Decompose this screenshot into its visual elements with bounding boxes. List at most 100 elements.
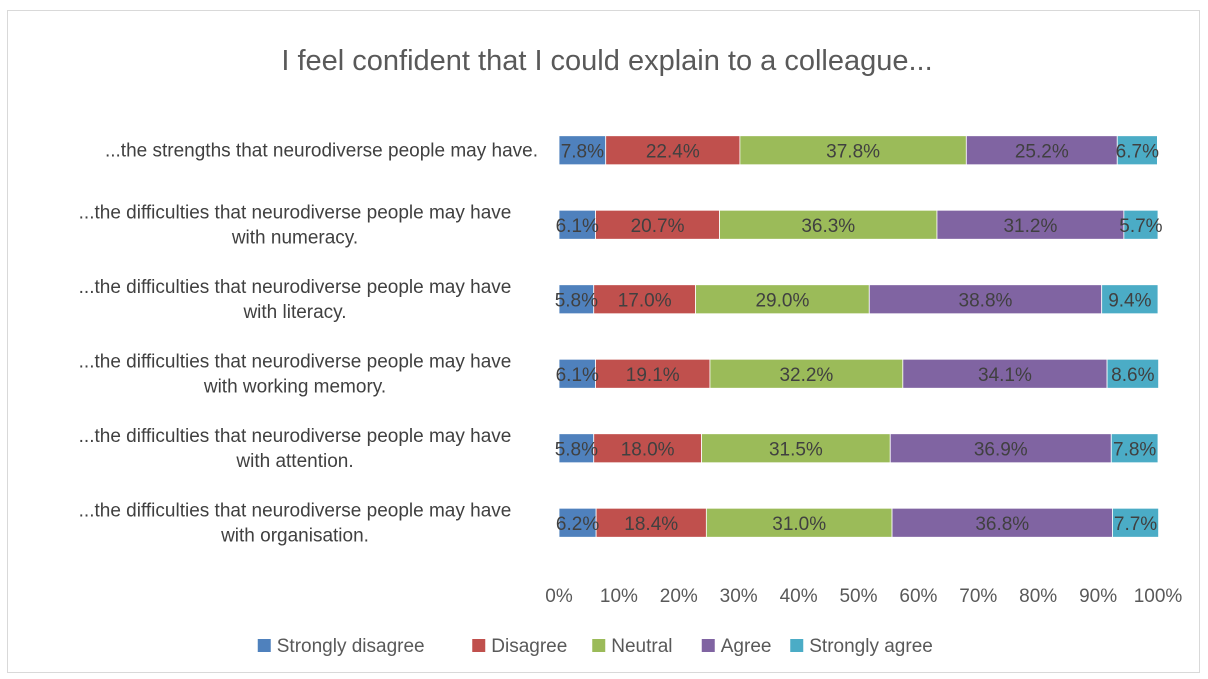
data-label: 31.0% [772, 514, 826, 535]
category-label-line: ...the difficulties that neurodiverse pe… [79, 426, 512, 447]
data-label: 7.8% [1113, 439, 1156, 460]
category-label-line: ...the strengths that neurodiverse peopl… [105, 140, 538, 161]
data-label: 31.5% [769, 439, 823, 460]
bar-segment [1123, 209, 1159, 240]
data-label: 20.7% [631, 216, 685, 237]
data-label: 7.7% [1114, 514, 1157, 535]
data-label: 34.1% [978, 365, 1032, 386]
category-label-line: ...the difficulties that neurodiverse pe… [79, 351, 512, 372]
bar-segment [902, 358, 1108, 389]
data-label: 5.7% [1119, 216, 1162, 237]
category-label: ...the difficulties that neurodiverse pe… [79, 500, 512, 546]
x-tick-label: 90% [1079, 586, 1117, 607]
x-tick-label: 50% [839, 586, 877, 607]
x-tick-label: 30% [720, 586, 758, 607]
data-label: 31.2% [1003, 216, 1057, 237]
legend-swatch [592, 639, 606, 652]
data-label: 37.8% [826, 141, 880, 162]
data-label: 5.8% [555, 439, 598, 460]
x-tick-label: 40% [780, 586, 818, 607]
data-label: 6.7% [1116, 141, 1159, 162]
bar-segment [719, 209, 938, 240]
bar-segment [1116, 135, 1158, 166]
data-label: 36.3% [801, 216, 855, 237]
x-tick-label: 60% [899, 586, 937, 607]
bar-segment [739, 135, 967, 166]
category-label-line: ...the difficulties that neurodiverse pe… [79, 500, 512, 521]
data-label: 6.1% [556, 365, 599, 386]
bar-segment [936, 209, 1125, 240]
legend-label: Agree [721, 636, 772, 657]
data-label: 17.0% [618, 290, 672, 311]
bar-segment [605, 135, 741, 166]
bar-segment [558, 433, 595, 464]
bar-segment [695, 284, 870, 315]
legend-label: Strongly disagree [277, 636, 425, 657]
legend-label: Strongly agree [809, 636, 933, 657]
x-tick-label: 10% [600, 586, 638, 607]
legend-swatch [701, 639, 715, 652]
data-label: 8.6% [1111, 365, 1154, 386]
bar-segment [1110, 433, 1159, 464]
category-labels: ...the strengths that neurodiverse peopl… [79, 140, 538, 546]
bar-segment [558, 358, 596, 389]
category-label-line: with literacy. [242, 302, 346, 323]
bar-segment [558, 209, 596, 240]
bar-segment [889, 433, 1112, 464]
bars [558, 135, 1159, 538]
data-label: 6.2% [556, 514, 599, 535]
x-axis-tick-labels: 0% 10% 20% 30% 40% 50% 60% 70% 80% 90% 100% [545, 586, 1182, 607]
bar-segment [593, 433, 702, 464]
data-label: 32.2% [779, 365, 833, 386]
bar-segment [1112, 507, 1159, 538]
bar-segment [965, 135, 1118, 166]
data-label: 5.8% [555, 290, 598, 311]
x-tick-label: 100% [1134, 586, 1183, 607]
chart-title: I feel confident that I could explain to… [281, 45, 932, 77]
category-label: ...the difficulties that neurodiverse pe… [79, 426, 512, 472]
bar-segment [593, 284, 696, 315]
category-label: ...the strengths that neurodiverse peopl… [105, 140, 538, 161]
data-label: 29.0% [755, 290, 809, 311]
legend-swatch [472, 639, 486, 652]
data-labels: 7.8% 22.4% 37.8% 25.2% 6.7% 6.1% 20.7% 36.3% 31.… [555, 141, 1163, 535]
x-tick-label: 20% [660, 586, 698, 607]
bar-segment [595, 358, 711, 389]
x-tick-label: 80% [1019, 586, 1057, 607]
category-label-line: ...the difficulties that neurodiverse pe… [79, 277, 512, 298]
legend-label: Neutral [611, 636, 672, 657]
data-label: 18.4% [624, 514, 678, 535]
category-label: ...the difficulties that neurodiverse pe… [79, 351, 512, 397]
data-label: 9.4% [1108, 290, 1151, 311]
bar-segment [595, 209, 720, 240]
x-tick-label: 0% [545, 586, 573, 607]
category-label-line: with organisation. [220, 525, 369, 546]
data-label: 19.1% [626, 365, 680, 386]
data-label: 22.4% [646, 141, 700, 162]
bar-segment [705, 507, 893, 538]
category-label-line: with numeracy. [231, 227, 358, 248]
bar-segment [558, 135, 607, 166]
chart-frame [7, 10, 1200, 673]
category-label-line: with working memory. [203, 376, 386, 397]
legend: Strongly disagree Disagree Neutral Agree Str… [257, 636, 933, 657]
legend-label: Disagree [491, 636, 567, 657]
data-label: 7.8% [561, 141, 604, 162]
bar-segment [595, 507, 707, 538]
legend-swatch [257, 639, 271, 652]
bar-segment [1101, 284, 1159, 315]
bar-segment [1106, 358, 1159, 389]
data-label: 38.8% [959, 290, 1013, 311]
x-tick-label: 70% [959, 586, 997, 607]
category-label: ...the difficulties that neurodiverse pe… [79, 202, 512, 248]
category-label-line: ...the difficulties that neurodiverse pe… [79, 202, 512, 223]
category-label-line: with attention. [235, 451, 353, 472]
data-label: 25.2% [1015, 141, 1069, 162]
category-label: ...the difficulties that neurodiverse pe… [79, 277, 512, 323]
data-label: 36.9% [974, 439, 1028, 460]
bar-segment [709, 358, 904, 389]
data-label: 6.1% [556, 216, 599, 237]
bar-segment [558, 284, 595, 315]
bar-segment [558, 507, 597, 538]
data-label: 18.0% [621, 439, 675, 460]
